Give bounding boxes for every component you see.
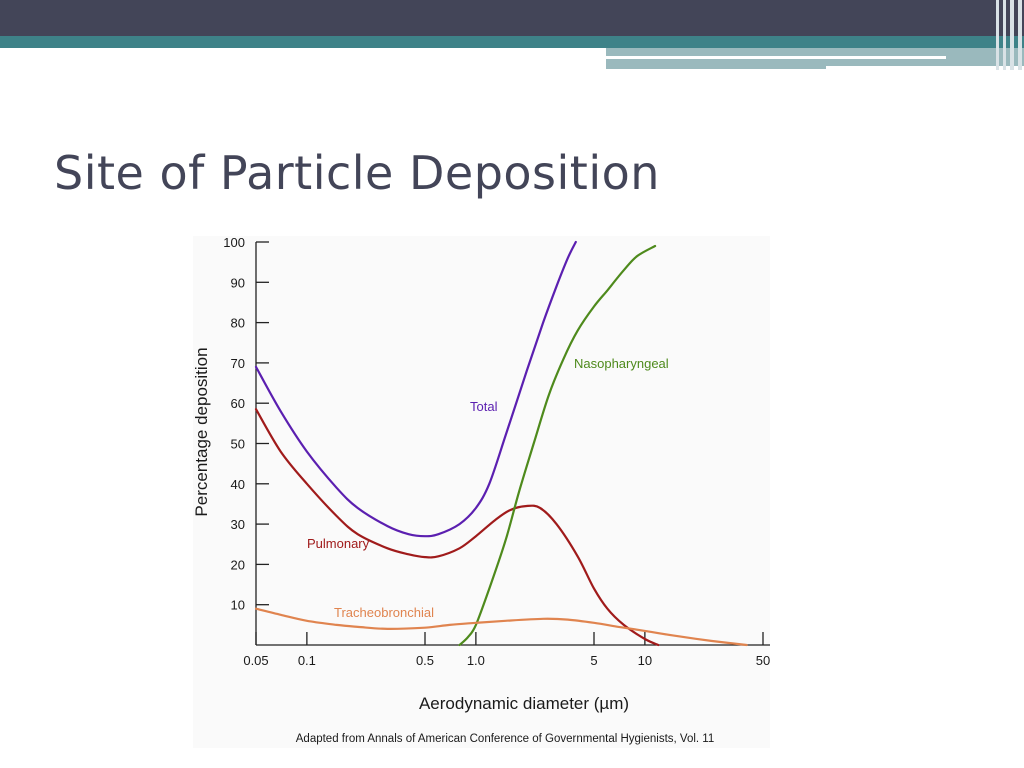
x-tick-label: 10	[638, 653, 652, 668]
y-tick-label: 40	[231, 477, 245, 492]
series-label-tracheobronchial: Tracheobronchial	[334, 605, 434, 620]
series-label-total: Total	[470, 399, 498, 414]
source-credit: Adapted from Annals of American Conferen…	[296, 733, 715, 745]
chart-labels: Total Pulmonary Nasopharyngeal Tracheobronc…	[296, 356, 715, 745]
y-tick-label: 30	[231, 517, 245, 532]
chart-panel	[193, 236, 770, 748]
y-tick-label: 50	[231, 437, 245, 452]
header-dark-band	[0, 0, 1024, 36]
chart-axes: 10 20 30 40 50 60 70 80 90 100 0.05 0.1 0.5 1.0 5 10 50 A…	[192, 235, 770, 713]
y-tick-label: 70	[231, 356, 245, 371]
series-line-total	[254, 240, 577, 538]
y-tick-label: 100	[223, 235, 245, 250]
header-teal-band	[0, 36, 1024, 48]
y-axis-title: Percentage deposition	[192, 347, 211, 516]
y-tick-label: 90	[231, 275, 245, 290]
series-label-nasopharyngeal: Nasopharyngeal	[574, 356, 669, 371]
header-corner-stripes	[994, 0, 1024, 70]
series-label-pulmonary: Pulmonary	[307, 536, 370, 551]
y-tick-label: 60	[231, 396, 245, 411]
x-tick-label: 5	[590, 653, 597, 668]
chart-series	[254, 240, 748, 647]
x-axis-title: Aerodynamic diameter (µm)	[419, 694, 629, 713]
x-tick-label: 50	[756, 653, 770, 668]
y-tick-label: 20	[231, 557, 245, 572]
x-tick-label: 0.05	[243, 653, 268, 668]
x-tick-label: 0.1	[298, 653, 316, 668]
series-line-pulmonary	[254, 408, 660, 647]
y-tick-label: 10	[231, 598, 245, 613]
y-tick-label: 80	[231, 316, 245, 331]
header-accent-line	[606, 56, 946, 59]
series-line-tracheobronchial	[254, 607, 748, 647]
header-accent-line-secondary	[606, 66, 826, 69]
x-tick-label: 1.0	[467, 653, 485, 668]
slide-title: Site of Particle Deposition	[54, 146, 660, 200]
series-line-nasopharyngeal	[458, 244, 657, 647]
x-tick-label: 0.5	[416, 653, 434, 668]
